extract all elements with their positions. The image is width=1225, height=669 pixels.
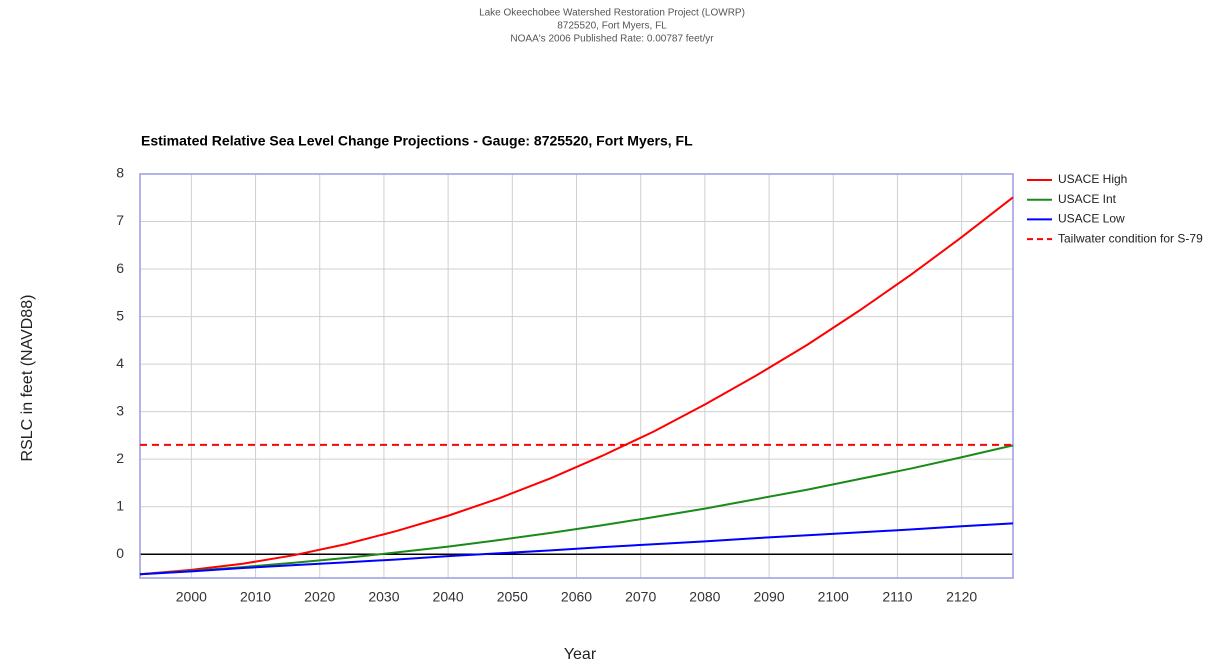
legend-label: USACE High <box>1058 172 1127 186</box>
x-tick-label: 2110 <box>882 589 912 605</box>
legend-label: USACE Low <box>1058 212 1125 226</box>
x-tick-label: 2090 <box>753 589 784 605</box>
x-tick-label: 2050 <box>497 589 528 605</box>
y-tick-label: 4 <box>116 355 124 371</box>
header-line: NOAA's 2006 Published Rate: 0.00787 feet… <box>510 34 714 45</box>
x-tick-label: 2020 <box>304 589 335 605</box>
legend-label: USACE Int <box>1058 192 1117 206</box>
y-tick-label: 2 <box>116 450 124 466</box>
x-tick-label: 2070 <box>625 589 656 605</box>
x-tick-label: 2030 <box>368 589 399 605</box>
y-tick-label: 5 <box>116 307 124 323</box>
y-tick-label: 6 <box>116 260 124 276</box>
x-tick-label: 2100 <box>818 589 849 605</box>
x-tick-label: 2080 <box>689 589 720 605</box>
y-tick-label: 1 <box>116 497 124 513</box>
y-tick-label: 3 <box>116 402 124 418</box>
x-tick-label: 2000 <box>176 589 207 605</box>
y-tick-label: 0 <box>116 545 124 561</box>
series-line <box>139 522 1014 576</box>
series-line <box>139 196 1014 576</box>
header-line: Lake Okeechobee Watershed Restoration Pr… <box>479 8 745 19</box>
y-tick-label: 7 <box>116 212 124 228</box>
x-tick-label: 2010 <box>240 589 271 605</box>
header-line: 8725520, Fort Myers, FL <box>557 21 667 32</box>
y-tick-label: 8 <box>116 165 124 181</box>
x-tick-label: 2060 <box>561 589 592 605</box>
y-axis-label: RSLC in feet (NAVD88) <box>19 295 36 462</box>
x-tick-label: 2120 <box>946 589 977 605</box>
plot-border <box>139 173 1014 579</box>
x-tick-label: 2040 <box>433 589 464 605</box>
legend-label: Tailwater condition for S-79 <box>1058 231 1203 245</box>
x-axis-label: Year <box>564 646 597 663</box>
series-line <box>139 444 1014 576</box>
chart-title: Estimated Relative Sea Level Change Proj… <box>141 133 693 149</box>
